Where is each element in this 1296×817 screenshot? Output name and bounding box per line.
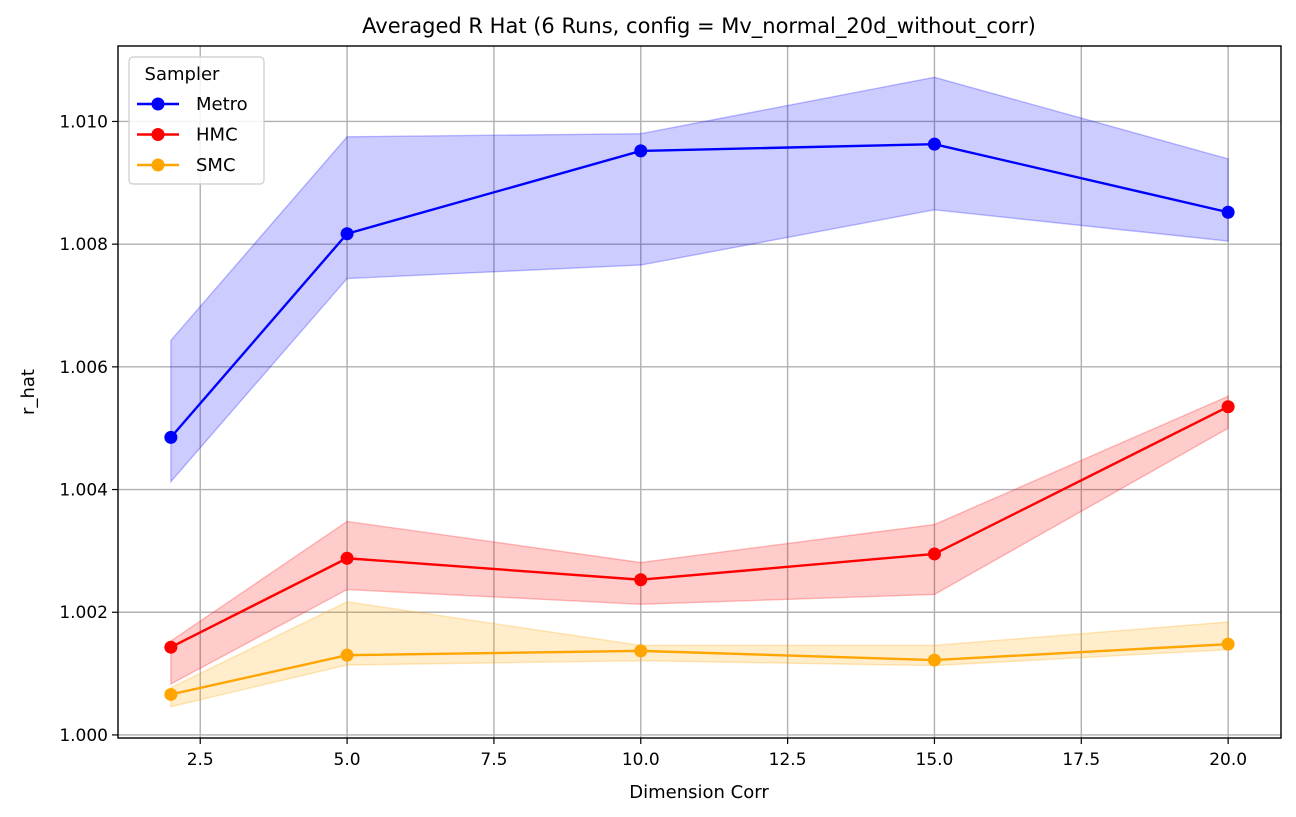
metro-point	[340, 227, 354, 241]
x-tick-label: 15.0	[916, 750, 954, 770]
x-tick-label: 10.0	[622, 750, 660, 770]
hmc-band	[170, 395, 1229, 686]
smc-point	[164, 687, 178, 701]
legend-smc-marker	[151, 158, 165, 172]
x-tick-label: 5.0	[334, 750, 361, 770]
x-axis-ticks: 2.5 5.0 7.5 10.0 12.5 15.0 17.5 20.0	[187, 738, 1247, 770]
metro-point	[164, 430, 178, 444]
x-tick-label: 17.5	[1062, 750, 1100, 770]
legend-box	[128, 56, 265, 185]
y-tick-label: 1.006	[59, 358, 108, 378]
y-tick-label: 1.002	[59, 603, 108, 623]
smc-point	[1221, 637, 1235, 651]
chart-title: Averaged R Hat (6 Runs, config = Mv_norm…	[362, 14, 1036, 39]
metro-point	[1221, 205, 1235, 219]
hmc-point	[634, 573, 648, 587]
smc-point	[340, 648, 354, 662]
plot-frame	[117, 45, 1282, 739]
confidence-bands	[170, 76, 1229, 708]
smc-point	[634, 644, 648, 658]
legend-title: Sampler	[145, 64, 220, 85]
x-tick-label: 12.5	[769, 750, 807, 770]
metro-band	[170, 76, 1229, 484]
x-tick-label: 20.0	[1209, 750, 1247, 770]
legend-metro-label: Metro	[196, 94, 248, 115]
metro-point	[634, 144, 648, 158]
y-tick-label: 1.000	[59, 726, 108, 746]
y-tick-label: 1.010	[59, 112, 108, 132]
legend: Sampler Metro HMC SMC	[128, 56, 265, 185]
legend-hmc-label: HMC	[196, 125, 238, 146]
x-tick-label: 7.5	[480, 750, 507, 770]
legend-items: Metro HMC SMC	[137, 94, 248, 176]
legend-metro-marker	[151, 97, 165, 111]
x-axis-label: Dimension Corr	[629, 782, 769, 803]
grid-lines	[118, 46, 1281, 738]
y-axis-ticks: 1.000 1.002 1.004 1.006 1.008 1.010	[59, 112, 118, 746]
hmc-point	[340, 551, 354, 565]
y-tick-label: 1.008	[59, 235, 108, 255]
metro-point	[927, 137, 941, 151]
x-tick-label: 2.5	[187, 750, 214, 770]
hmc-point	[1221, 400, 1235, 414]
smc-point	[927, 653, 941, 667]
series-points	[164, 137, 1235, 701]
y-tick-label: 1.004	[59, 481, 108, 501]
legend-smc-label: SMC	[196, 155, 236, 176]
y-axis-label: r_hat	[18, 369, 39, 415]
hmc-point	[927, 547, 941, 561]
legend-hmc-marker	[151, 128, 165, 141]
hmc-point	[164, 640, 178, 654]
